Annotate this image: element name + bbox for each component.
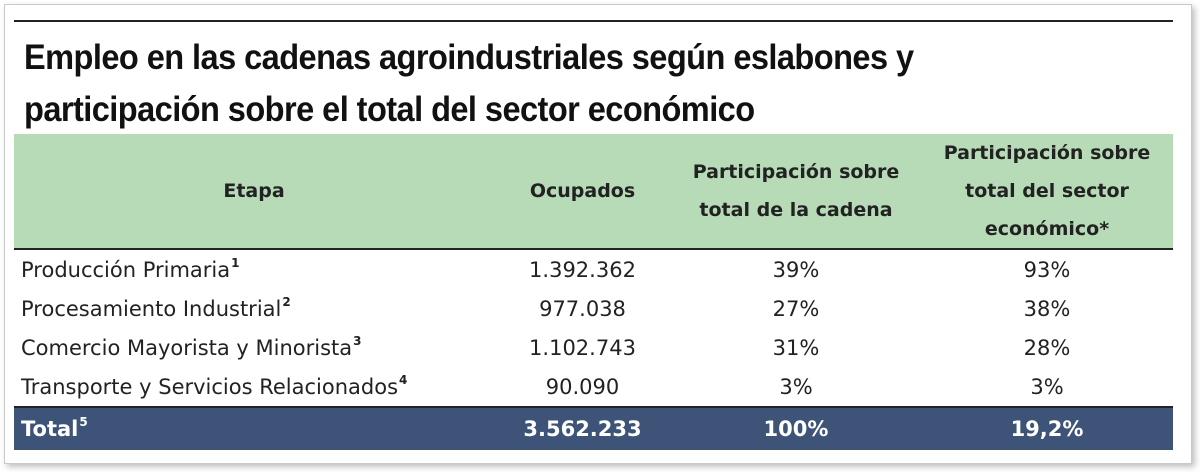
- employment-table: Etapa Ocupados Participación sobre total…: [14, 134, 1173, 450]
- row-part-sector: 3%: [1030, 374, 1064, 399]
- header-etapa: Etapa: [14, 134, 494, 250]
- table-row: Transporte y Servicios Relacionados4 90.…: [14, 367, 1173, 407]
- row-part-cadena: 31%: [772, 335, 820, 360]
- footnote-marker: 1: [231, 255, 240, 270]
- total-etapa: Total5: [14, 406, 494, 450]
- row-part-cadena: 39%: [772, 257, 820, 282]
- total-ocupados: 3.562.233: [494, 406, 671, 450]
- header-ocupados: Ocupados: [494, 134, 671, 250]
- total-row: Total5 3.562.233 100% 19,2%: [14, 406, 1173, 450]
- row-etapa: Comercio Mayorista y Minorista3: [21, 333, 362, 360]
- row-ocupados: 1.392.362: [529, 257, 636, 282]
- table-figure: Empleo en las cadenas agroindustriales s…: [14, 20, 1173, 450]
- row-part-sector: 28%: [1023, 335, 1071, 360]
- table-row: Producción Primaria1 1.392.362 39% 93%: [14, 249, 1173, 289]
- header-part-sector: Participación sobre total del sector eco…: [921, 134, 1173, 250]
- header-part-cadena: Participación sobre total de la cadena: [671, 134, 921, 250]
- row-ocupados: 977.038: [539, 296, 626, 321]
- row-part-sector: 38%: [1023, 296, 1071, 321]
- footnote-marker: 5: [79, 415, 88, 429]
- row-etapa: Procesamiento Industrial2: [21, 294, 291, 321]
- footnote-marker: 3: [353, 333, 362, 348]
- row-part-cadena: 27%: [772, 296, 820, 321]
- row-etapa: Transporte y Servicios Relacionados4: [21, 372, 408, 399]
- table-title: Empleo en las cadenas agroindustriales s…: [24, 38, 914, 129]
- footnote-marker: 4: [399, 372, 408, 387]
- footnote-marker: 2: [282, 294, 291, 309]
- table-row: Comercio Mayorista y Minorista3 1.102.74…: [14, 328, 1173, 367]
- row-part-sector: 93%: [1023, 257, 1071, 282]
- row-part-cadena: 3%: [779, 374, 813, 399]
- row-etapa: Producción Primaria1: [21, 255, 240, 282]
- row-ocupados: 1.102.743: [529, 335, 636, 360]
- row-ocupados: 90.090: [545, 374, 620, 399]
- total-part-sector: 19,2%: [921, 406, 1173, 450]
- header-row: Etapa Ocupados Participación sobre total…: [14, 134, 1173, 250]
- table-row: Procesamiento Industrial2 977.038 27% 38…: [14, 289, 1173, 328]
- total-part-cadena: 100%: [671, 406, 921, 450]
